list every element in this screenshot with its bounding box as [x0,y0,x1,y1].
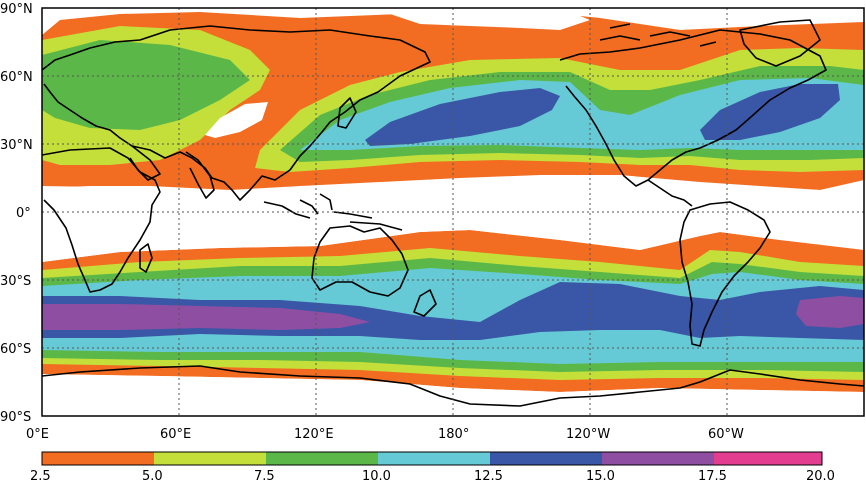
lon-label: 60°E [160,427,191,442]
lon-label: 60°W [708,427,744,442]
lon-label: 0°E [26,427,49,442]
lon-label: 120°E [294,427,334,442]
equatorial-white [42,182,864,262]
colorbar-tick: 17.5 [698,469,727,483]
nh-blue-atlantic [700,84,840,140]
colorbar-segment [378,452,490,465]
colorbar-tick: 2.5 [30,469,51,483]
coast-new-zealand [413,289,437,317]
colorbar-segment [266,452,378,465]
coast-greenland [739,19,821,67]
lat-label: 90°N [0,2,33,17]
coast-north-america [559,29,827,187]
lat-label: 30°S [0,274,31,289]
coast-arctic-islands [599,23,717,47]
coast-antarctica [41,365,865,407]
lat-label: 60°S [0,342,31,357]
sh-purple-field [42,296,864,330]
colorbar-tick: 5.0 [142,469,163,483]
coast-madagascar [139,243,153,273]
map-frame [41,7,865,417]
coast-central-america [647,179,693,207]
coast-maritime-continent [263,193,403,231]
nh-blue-pacific [365,88,560,146]
colorbar-segment [154,452,266,465]
coast-arabia [129,145,161,181]
coast-india [185,151,215,199]
coast-australia [311,225,409,297]
colorbar-tick: 12.5 [474,469,503,483]
gridlines [42,8,864,416]
colorbar-tick: 10.0 [362,469,391,483]
colorbar-segment [490,452,602,465]
latitude-labels: 90°N 60°N 30°N 0° 30°S 60°S 90°S [0,2,33,425]
lon-label: 180° [438,427,469,442]
colorbar-tick: 15.0 [586,469,615,483]
arctic-white [390,8,864,30]
coast-eurasia [41,25,431,201]
colorbar-segment [42,452,154,465]
colorbar-frame [41,451,823,466]
lon-label: 120°W [566,427,610,442]
longitude-labels: 0°E 60°E 120°E 180° 120°W 60°W [26,427,744,442]
lat-label: 90°S [0,410,31,425]
coast-africa [41,147,161,293]
colorbar-tick: 7.5 [254,469,275,483]
asia-white-patch [205,102,268,138]
coastlines [41,19,865,407]
lat-label: 30°N [0,138,33,153]
colorbar-segment [602,452,714,465]
coast-japan [337,97,357,129]
colorbar-tick: 20.0 [806,469,835,483]
colorbar: 2.5 5.0 7.5 10.0 12.5 15.0 17.5 20.0 [30,451,835,483]
coast-south-america [679,201,771,347]
lat-label: 60°N [0,70,33,85]
lat-label: 0° [16,206,31,221]
colorbar-segment [714,452,822,465]
